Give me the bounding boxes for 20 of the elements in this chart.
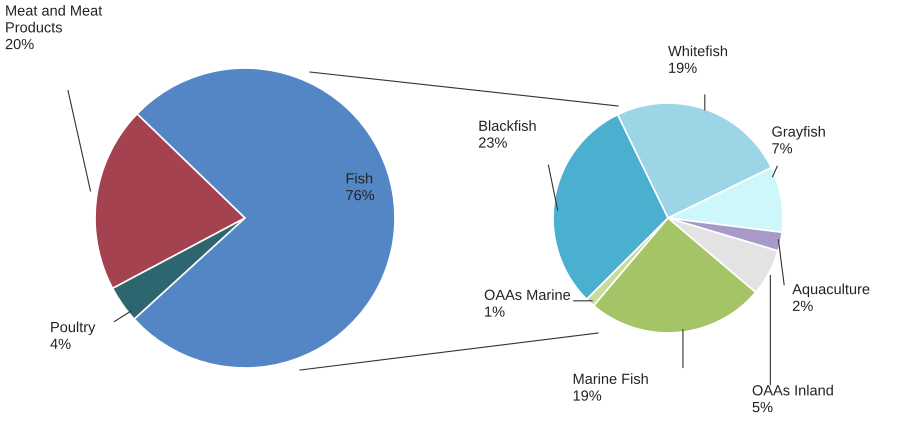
slice-label: Fish: [346, 172, 372, 184]
slice-label: Poultry: [51, 322, 96, 336]
data-label: 7%: [772, 143, 792, 154]
data-label: 2%: [792, 300, 813, 311]
data-label: 23%: [478, 137, 507, 148]
data-label: 20%: [6, 38, 34, 50]
slice-label: OAAs Inland: [752, 384, 833, 396]
slice-label: Grayfish: [772, 126, 825, 140]
data-label: 76%: [346, 190, 374, 200]
data-label: 5%: [752, 402, 773, 412]
slice-label: Blackfish: [479, 120, 536, 131]
data-label: 4%: [50, 338, 71, 349]
slice-label: Whitefish: [668, 46, 728, 56]
data-label: 1%: [485, 306, 505, 317]
slice-label: OAAs Marine: [484, 289, 570, 300]
slice-label: Aquaculture: [792, 284, 870, 298]
data-label: 19%: [669, 62, 697, 73]
data-label: 19%: [574, 390, 602, 401]
slice-label: Meat and Meat Products: [6, 5, 102, 32]
slice-label: Marine Fish: [574, 373, 648, 384]
